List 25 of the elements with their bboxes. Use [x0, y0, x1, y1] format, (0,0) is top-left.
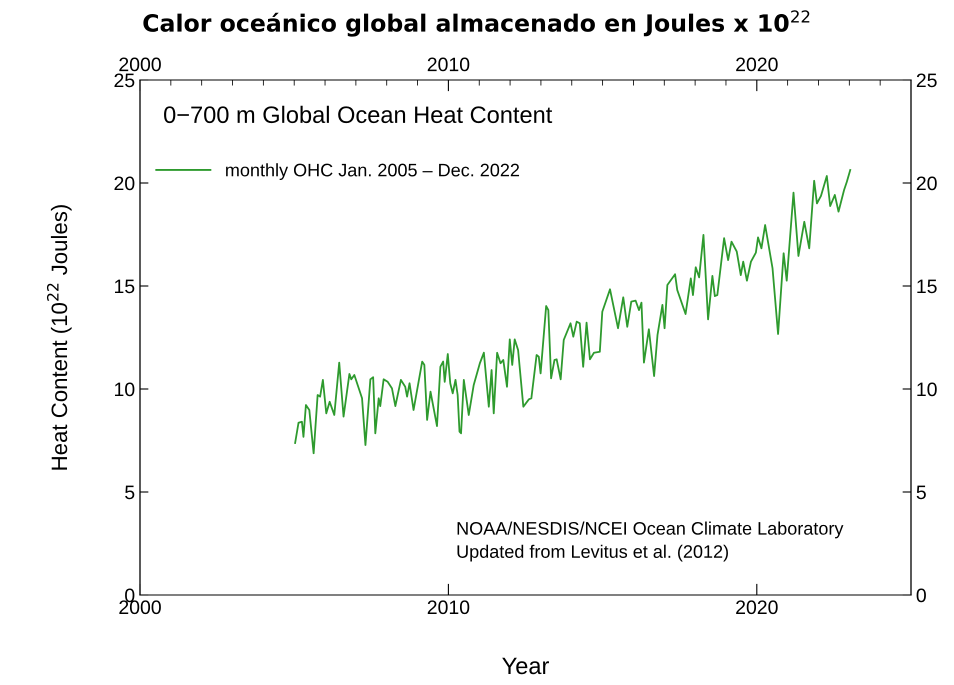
x-tick-label: 2020: [736, 600, 778, 614]
legend-label: monthly OHC Jan. 2005 – Dec. 2022: [226, 163, 520, 180]
x2-tick-label: 2000: [119, 58, 161, 72]
y-tick-label: 20: [114, 176, 134, 190]
x-tick-label: 2000: [119, 600, 161, 614]
y2-tick-label: 15: [917, 280, 937, 294]
y2-tick-label: 5: [916, 486, 926, 500]
y-tick-label: 0: [125, 588, 134, 602]
y-tick-label: 25: [114, 73, 134, 88]
y-tick-label: 10: [114, 382, 134, 396]
annotation: Updated from Levitus et al. (2012): [458, 544, 728, 562]
text: 0−700 m Global Ocean Heat Content: [164, 106, 552, 124]
x-tick-label: 2010: [428, 600, 470, 614]
y-tick-label: 5: [125, 486, 134, 500]
y2-tick-label: 10: [917, 382, 937, 396]
x2-tick-label: 2010: [428, 58, 470, 72]
y2-tick-label: 25: [916, 73, 937, 88]
y2-tick-label: 20: [916, 176, 937, 190]
y-tick-label: 15: [114, 280, 134, 294]
y-axis-title: Heat Content (10$^{22}$ Joules): [46, 205, 72, 470]
x-axis-title: Year: [502, 658, 549, 674]
chart-title: Calor oceánico global almacenado en Joules x 10$^{22}$: [143, 10, 810, 37]
annotation: NOAA/NESDIS/NCEI Ocean Climate Laboratory: [458, 522, 844, 538]
x2-tick-label: 2020: [736, 58, 778, 72]
y2-tick-label: 0: [916, 588, 926, 602]
